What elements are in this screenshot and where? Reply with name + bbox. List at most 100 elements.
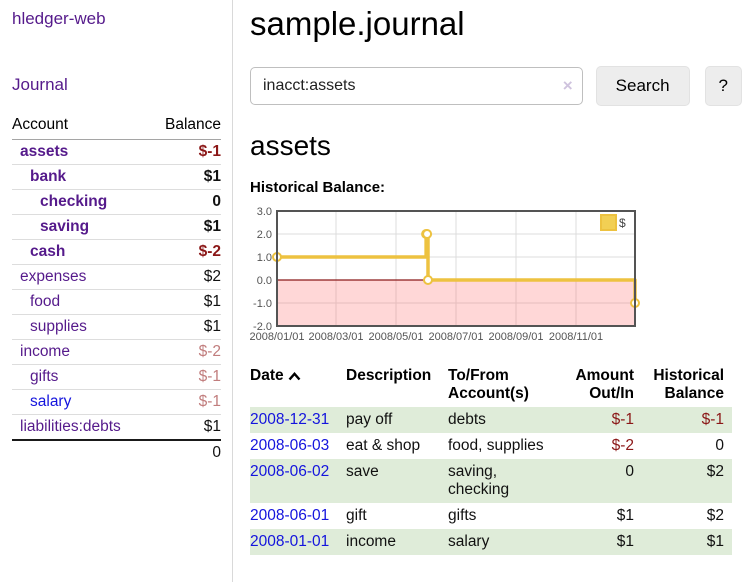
account-row: expenses $2 (12, 264, 221, 290)
svg-text:2008/05/01: 2008/05/01 (368, 331, 423, 343)
chart-heading: Historical Balance: (250, 179, 386, 196)
transaction-description: save (346, 463, 379, 480)
chart-legend: $ (600, 214, 626, 231)
svg-text:3.0: 3.0 (257, 206, 272, 218)
svg-text:0.0: 0.0 (257, 275, 272, 287)
account-balance: $-1 (149, 389, 221, 415)
transaction-accounts: saving, checking (448, 463, 510, 498)
accounts-total-row: 0 (12, 439, 221, 465)
app-brand-link[interactable]: hledger-web (12, 9, 106, 28)
transaction-date-link[interactable]: 2008-06-03 (250, 437, 330, 454)
transaction-row: 2008-06-03 eat & shop food, supplies $-2… (250, 433, 732, 459)
column-header-balance: Historical Balance (653, 367, 724, 402)
transaction-accounts: salary (448, 533, 490, 550)
account-row: saving $1 (12, 214, 221, 240)
accounts-header-balance: Balance (149, 114, 221, 140)
account-balance: $1 (149, 289, 221, 315)
account-link-gifts[interactable]: gifts (30, 368, 59, 385)
negative-region (277, 280, 635, 326)
y-axis-labels: 3.0 2.0 1.0 0.0 -1.0 -2.0 (253, 206, 272, 333)
transaction-description: income (346, 533, 396, 550)
account-link-assets[interactable]: assets (20, 143, 69, 160)
transaction-date-link[interactable]: 2008-12-31 (250, 411, 330, 428)
account-balance: $1 (149, 164, 221, 190)
account-balance: $1 (149, 314, 221, 340)
account-link-expenses[interactable]: expenses (20, 268, 87, 285)
account-balance: $2 (149, 264, 221, 290)
account-balance: $1 (149, 414, 221, 440)
account-row: assets $-1 (12, 140, 221, 165)
transaction-row: 2008-01-01 income salary $1 $1 (250, 529, 732, 555)
account-row: bank $1 (12, 164, 221, 190)
account-link-food[interactable]: food (30, 293, 61, 310)
svg-text:-2.0: -2.0 (253, 321, 272, 333)
account-heading: assets (250, 130, 331, 161)
help-button[interactable]: ? (704, 66, 742, 106)
transaction-accounts: debts (448, 411, 486, 428)
account-row: checking 0 (12, 189, 221, 215)
sidebar: hledger-web Journal Account Balance asse… (0, 0, 233, 582)
legend-label: $ (619, 216, 626, 230)
transaction-balance: $-1 (701, 411, 724, 428)
main-content: sample.journal × Search ? assets Histori… (249, 0, 742, 555)
historical-balance-chart: $ 3.0 2.0 1.0 0.0 -1.0 -2.0 2008/01/01 2… (249, 206, 742, 346)
clear-search-icon[interactable]: × (562, 76, 573, 95)
transaction-amount: $1 (616, 507, 634, 524)
svg-text:2008/11/01: 2008/11/01 (549, 331, 603, 343)
account-link-supplies[interactable]: supplies (30, 318, 87, 335)
search-button[interactable]: Search (595, 66, 690, 106)
svg-text:2008/09/01: 2008/09/01 (488, 331, 543, 343)
transaction-balance: $2 (706, 463, 724, 480)
transaction-balance: 0 (715, 437, 724, 454)
transaction-amount: $-1 (611, 411, 634, 428)
account-balance: $-2 (149, 339, 221, 365)
transaction-balance: $1 (706, 533, 724, 550)
transaction-amount: $1 (616, 533, 634, 550)
page-title: sample.journal (250, 5, 465, 42)
svg-text:2008/03/01: 2008/03/01 (308, 331, 363, 343)
account-row: supplies $1 (12, 314, 221, 340)
account-balance: 0 (149, 189, 221, 215)
transaction-date-link[interactable]: 2008-01-01 (250, 533, 330, 550)
transaction-amount: 0 (625, 463, 634, 480)
account-row: gifts $-1 (12, 364, 221, 390)
transaction-accounts: gifts (448, 507, 477, 524)
sidebar-accounts-table: Account Balance assets $-1 bank $1 checkin… (12, 114, 221, 465)
account-link-income[interactable]: income (20, 343, 70, 360)
account-link-liabilities-debts[interactable]: liabilities:debts (20, 418, 121, 435)
transaction-row: 2008-06-01 gift gifts $1 $2 (250, 503, 732, 529)
account-row: liabilities:debts $1 (12, 414, 221, 440)
account-balance: $-1 (198, 143, 221, 160)
account-link-bank[interactable]: bank (30, 168, 67, 185)
account-row: cash $-2 (12, 239, 221, 265)
svg-text:-1.0: -1.0 (253, 298, 272, 310)
transaction-date-link[interactable]: 2008-06-02 (250, 463, 330, 480)
transaction-date-link[interactable]: 2008-06-01 (250, 507, 330, 524)
svg-text:2008/07/01: 2008/07/01 (428, 331, 483, 343)
account-link-cash[interactable]: cash (30, 243, 66, 260)
transaction-row: 2008-12-31 pay off debts $-1 $-1 (250, 407, 732, 433)
account-link-salary[interactable]: salary (30, 393, 72, 410)
transaction-row: 2008-06-02 save saving, checking 0 $2 (250, 459, 732, 503)
svg-text:2.0: 2.0 (257, 229, 272, 241)
accounts-header-account: Account (12, 114, 150, 140)
search-input[interactable] (250, 67, 583, 105)
column-header-description: Description (346, 367, 432, 384)
account-link-saving[interactable]: saving (40, 218, 90, 235)
x-axis-labels: 2008/01/01 2008/03/01 2008/05/01 2008/07… (249, 331, 603, 343)
account-balance: $-1 (149, 364, 221, 390)
account-balance: $1 (149, 214, 221, 240)
account-link-checking[interactable]: checking (40, 193, 108, 210)
account-row: salary $-1 (12, 389, 221, 415)
transaction-amount: $-2 (611, 437, 634, 454)
accounts-total-value: 0 (149, 439, 221, 465)
column-header-date[interactable]: Date (250, 364, 346, 407)
transaction-description: gift (346, 507, 367, 524)
account-row: food $1 (12, 289, 221, 315)
transaction-description: pay off (346, 411, 393, 428)
nav-journal-link[interactable]: Journal (12, 75, 68, 94)
transaction-description: eat & shop (346, 437, 421, 454)
column-header-accounts: To/From Account(s) (448, 367, 529, 402)
transactions-table: Date Description To/From Account(s) Amou… (250, 364, 732, 555)
sort-ascending-icon (288, 371, 301, 381)
